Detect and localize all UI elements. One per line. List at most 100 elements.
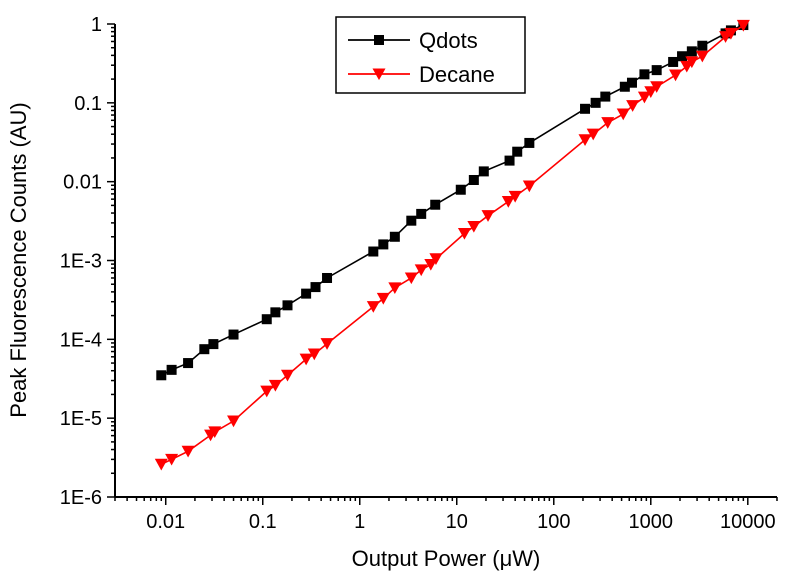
data-point-decane <box>586 128 600 141</box>
y-tick-label: 1E-6 <box>60 487 102 509</box>
data-point-decane <box>669 69 683 82</box>
data-point-decane <box>650 81 664 93</box>
y-tick-label: 0.01 <box>63 172 102 194</box>
data-point-decane <box>601 117 615 129</box>
data-point-decane <box>299 353 313 366</box>
data-point-decane <box>522 180 536 193</box>
data-point-qdots <box>378 239 389 250</box>
x-tick-label: 0.1 <box>249 511 277 533</box>
data-point-decane <box>165 453 179 466</box>
data-point-qdots <box>639 69 650 80</box>
data-point-decane <box>404 272 418 285</box>
data-point-decane <box>626 100 640 112</box>
x-tick-label: 0.01 <box>146 511 185 533</box>
legend-label-qdots: Qdots <box>419 28 478 53</box>
data-point-qdots <box>208 339 219 350</box>
data-point-qdots <box>368 246 379 257</box>
data-point-decane <box>501 195 515 208</box>
data-point-qdots <box>455 184 466 195</box>
data-point-qdots <box>389 231 400 242</box>
y-axis-title: Peak Fluorescence Counts (AU) <box>6 102 31 417</box>
legend: Qdots Decane <box>335 16 526 94</box>
data-point-decane <box>736 19 750 32</box>
y-tick-label: 1E-4 <box>60 329 102 351</box>
y-ticks: 1E-6 1E-5 1E-4 1E-3 0.01 0.1 1 <box>60 14 115 509</box>
data-point-qdots <box>322 272 333 283</box>
x-tick-label: 10 <box>446 511 468 533</box>
data-point-decane <box>366 301 380 313</box>
data-point-qdots <box>310 282 321 293</box>
data-point-decane <box>578 134 592 146</box>
x-tick-label: 10000 <box>720 511 776 533</box>
data-point-qdots <box>668 56 679 67</box>
data-point-qdots <box>478 166 489 177</box>
x-ticks: 0.01 0.1 1 10 100 1000 10000 <box>114 497 778 533</box>
data-point-qdots <box>301 288 312 299</box>
y-tick-label: 1E-5 <box>60 408 102 430</box>
data-point-qdots <box>166 364 177 375</box>
data-point-decane <box>227 415 241 428</box>
data-point-qdots <box>183 358 194 369</box>
data-point-qdots <box>580 103 591 114</box>
data-point-qdots <box>590 97 601 108</box>
data-point-qdots <box>686 46 697 57</box>
data-point-decane <box>508 190 522 203</box>
data-point-decane <box>724 27 738 40</box>
data-point-qdots <box>406 215 417 226</box>
data-point-qdots <box>626 77 637 88</box>
data-point-decane <box>320 338 334 350</box>
data-point-qdots <box>651 65 662 76</box>
data-point-decane <box>467 220 481 233</box>
data-point-qdots <box>282 300 293 311</box>
x-tick-label: 1000 <box>629 511 674 533</box>
x-tick-label: 100 <box>537 511 570 533</box>
data-point-qdots <box>430 199 441 210</box>
data-point-decane <box>181 445 195 458</box>
data-point-decane <box>376 292 390 305</box>
data-point-qdots <box>261 314 272 325</box>
data-point-qdots <box>600 91 611 102</box>
x-tick-label: 1 <box>354 511 365 533</box>
data-point-decane <box>154 458 168 471</box>
legend-marker-decane <box>372 68 386 81</box>
data-point-decane <box>414 264 428 277</box>
y-tick-label: 1E-3 <box>60 251 102 273</box>
data-point-decane <box>457 227 471 240</box>
legend-label-decane: Decane <box>419 62 495 87</box>
plot-area <box>154 19 750 471</box>
data-point-decane <box>685 56 699 69</box>
y-tick-label: 1 <box>91 14 102 36</box>
data-point-decane <box>481 210 495 222</box>
data-point-decane <box>616 108 630 121</box>
data-point-decane <box>424 258 438 271</box>
data-point-qdots <box>199 344 210 355</box>
data-point-decane <box>388 282 402 295</box>
data-point-decane <box>637 91 651 104</box>
data-point-qdots <box>619 81 630 92</box>
data-point-qdots <box>504 155 515 166</box>
data-point-qdots <box>512 146 523 157</box>
legend-box <box>335 16 526 94</box>
axes <box>114 24 777 498</box>
data-point-qdots <box>270 307 281 318</box>
data-point-qdots <box>697 40 708 51</box>
data-point-decane <box>268 379 282 392</box>
data-point-decane <box>644 86 658 98</box>
legend-marker-qdots <box>374 35 384 45</box>
data-point-qdots <box>524 137 535 148</box>
x-axis-title: Output Power (μW) <box>352 546 541 571</box>
data-point-qdots <box>468 174 479 185</box>
data-point-decane <box>260 385 274 398</box>
data-point-decane <box>695 50 709 63</box>
data-point-qdots <box>156 370 167 381</box>
data-point-decane <box>281 369 295 382</box>
data-point-qdots <box>228 329 239 340</box>
data-point-qdots <box>416 208 427 219</box>
data-point-qdots <box>677 51 688 62</box>
data-point-decane <box>429 253 443 266</box>
data-point-decane <box>307 348 321 361</box>
series-decane <box>154 19 750 471</box>
data-point-decane <box>208 426 222 439</box>
y-tick-label: 0.1 <box>74 93 102 115</box>
